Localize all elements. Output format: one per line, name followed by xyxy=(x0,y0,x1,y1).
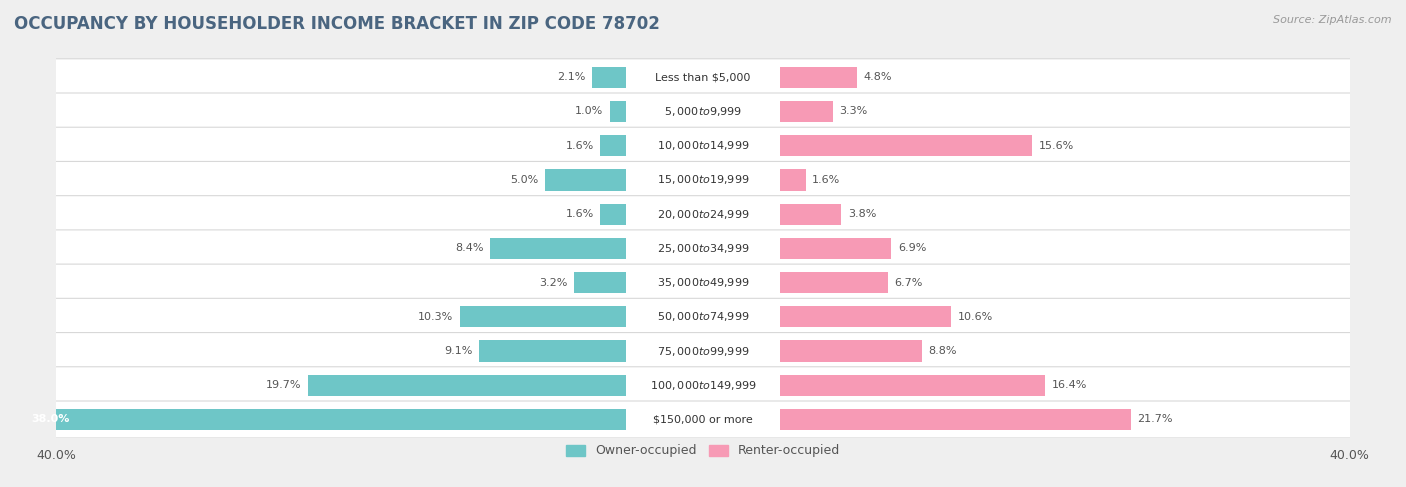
Text: 16.4%: 16.4% xyxy=(1052,380,1087,390)
FancyBboxPatch shape xyxy=(48,162,1358,198)
Bar xyxy=(780,306,952,327)
Text: 1.0%: 1.0% xyxy=(575,107,603,116)
FancyBboxPatch shape xyxy=(48,333,1358,370)
Bar xyxy=(491,238,626,259)
Text: 8.8%: 8.8% xyxy=(928,346,957,356)
Text: 21.7%: 21.7% xyxy=(1137,414,1173,425)
Text: $25,000 to $34,999: $25,000 to $34,999 xyxy=(657,242,749,255)
Text: Less than $5,000: Less than $5,000 xyxy=(655,72,751,82)
Text: 6.7%: 6.7% xyxy=(894,278,922,288)
Text: 3.8%: 3.8% xyxy=(848,209,876,219)
FancyBboxPatch shape xyxy=(48,196,1358,233)
Text: 1.6%: 1.6% xyxy=(813,175,841,185)
Text: 9.1%: 9.1% xyxy=(444,346,472,356)
Text: $5,000 to $9,999: $5,000 to $9,999 xyxy=(664,105,742,118)
Bar xyxy=(780,101,834,122)
Text: $50,000 to $74,999: $50,000 to $74,999 xyxy=(657,310,749,323)
Bar xyxy=(780,204,841,225)
Text: 1.6%: 1.6% xyxy=(565,209,593,219)
FancyBboxPatch shape xyxy=(48,367,1358,404)
Bar xyxy=(780,135,1032,156)
Text: OCCUPANCY BY HOUSEHOLDER INCOME BRACKET IN ZIP CODE 78702: OCCUPANCY BY HOUSEHOLDER INCOME BRACKET … xyxy=(14,15,659,33)
Text: 3.2%: 3.2% xyxy=(540,278,568,288)
FancyBboxPatch shape xyxy=(48,264,1358,301)
Bar xyxy=(479,340,626,362)
Bar xyxy=(308,375,626,396)
Bar xyxy=(546,169,626,190)
Text: 10.6%: 10.6% xyxy=(957,312,993,322)
Bar xyxy=(460,306,626,327)
Text: $150,000 or more: $150,000 or more xyxy=(654,414,752,425)
Bar xyxy=(610,101,626,122)
FancyBboxPatch shape xyxy=(48,127,1358,164)
FancyBboxPatch shape xyxy=(48,230,1358,267)
Text: $35,000 to $49,999: $35,000 to $49,999 xyxy=(657,276,749,289)
Text: 10.3%: 10.3% xyxy=(418,312,453,322)
Text: 19.7%: 19.7% xyxy=(266,380,301,390)
FancyBboxPatch shape xyxy=(48,401,1358,438)
Text: $20,000 to $24,999: $20,000 to $24,999 xyxy=(657,207,749,221)
Text: Source: ZipAtlas.com: Source: ZipAtlas.com xyxy=(1274,15,1392,25)
Bar xyxy=(780,409,1130,430)
Text: 15.6%: 15.6% xyxy=(1039,141,1074,150)
Bar xyxy=(780,67,858,88)
Text: 4.8%: 4.8% xyxy=(863,72,893,82)
Text: 3.3%: 3.3% xyxy=(839,107,868,116)
Bar xyxy=(575,272,626,293)
Bar xyxy=(11,409,626,430)
Bar xyxy=(780,340,922,362)
FancyBboxPatch shape xyxy=(48,93,1358,130)
Text: $10,000 to $14,999: $10,000 to $14,999 xyxy=(657,139,749,152)
Text: 38.0%: 38.0% xyxy=(31,414,69,425)
FancyBboxPatch shape xyxy=(48,59,1358,96)
Text: 8.4%: 8.4% xyxy=(456,244,484,253)
Text: $100,000 to $149,999: $100,000 to $149,999 xyxy=(650,379,756,392)
Bar xyxy=(600,135,626,156)
Text: 2.1%: 2.1% xyxy=(557,72,586,82)
Bar xyxy=(780,272,889,293)
Text: $75,000 to $99,999: $75,000 to $99,999 xyxy=(657,344,749,357)
Bar xyxy=(600,204,626,225)
Bar xyxy=(780,169,806,190)
Bar xyxy=(592,67,626,88)
Text: $15,000 to $19,999: $15,000 to $19,999 xyxy=(657,173,749,187)
Bar xyxy=(780,375,1045,396)
Text: 6.9%: 6.9% xyxy=(898,244,927,253)
Bar xyxy=(780,238,891,259)
Text: 5.0%: 5.0% xyxy=(510,175,538,185)
FancyBboxPatch shape xyxy=(48,299,1358,335)
Legend: Owner-occupied, Renter-occupied: Owner-occupied, Renter-occupied xyxy=(561,439,845,463)
Text: 1.6%: 1.6% xyxy=(565,141,593,150)
